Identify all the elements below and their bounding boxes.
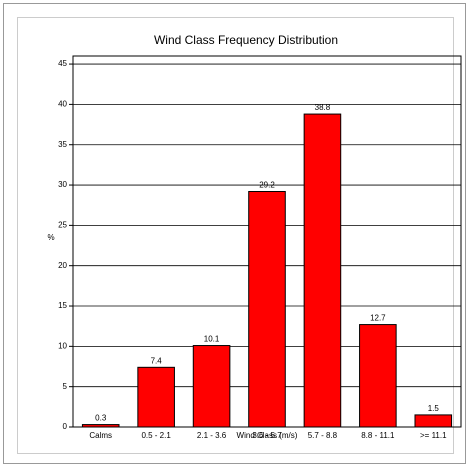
y-axis-label: %	[47, 233, 54, 242]
bar	[137, 366, 175, 428]
y-tick-label: 40	[58, 100, 67, 109]
bar	[414, 414, 453, 428]
x-tick-label: 3.6 - 5.7	[252, 431, 282, 440]
x-tick-label: Calms	[89, 431, 112, 440]
y-tick-label: 5	[63, 382, 68, 391]
bar	[192, 345, 231, 428]
value-label: 29.2	[259, 181, 275, 190]
y-tick-label: 25	[58, 220, 67, 229]
x-tick-label: 2.1 - 3.6	[197, 431, 227, 440]
x-tick-label: 5.7 - 8.8	[308, 431, 338, 440]
value-label: 1.5	[428, 404, 440, 413]
y-tick-label: 10	[58, 341, 67, 350]
y-tick-label: 0	[63, 422, 68, 431]
y-tick-label: 35	[58, 140, 67, 149]
x-tick-label: >= 11.1	[420, 431, 447, 440]
value-label: 12.7	[370, 314, 386, 323]
value-label: 38.8	[315, 103, 331, 112]
bar	[359, 324, 397, 428]
y-tick-label: 30	[58, 180, 67, 189]
value-label: 7.4	[151, 356, 163, 365]
y-tick-label: 15	[58, 301, 67, 310]
y-tick-label: 20	[58, 261, 67, 270]
value-label: 0.3	[95, 414, 107, 423]
bar	[81, 424, 120, 428]
value-label: 10.1	[204, 335, 220, 344]
y-tick-label: 45	[58, 59, 67, 68]
x-tick-label: 8.8 - 11.1	[361, 431, 395, 440]
bar	[303, 113, 342, 428]
bar	[248, 190, 286, 428]
x-tick-label: 0.5 - 2.1	[141, 431, 171, 440]
chart-title: Wind Class Frequency Distribution	[154, 33, 338, 47]
x-axis-label: Wind Class (m/s)	[237, 431, 298, 440]
